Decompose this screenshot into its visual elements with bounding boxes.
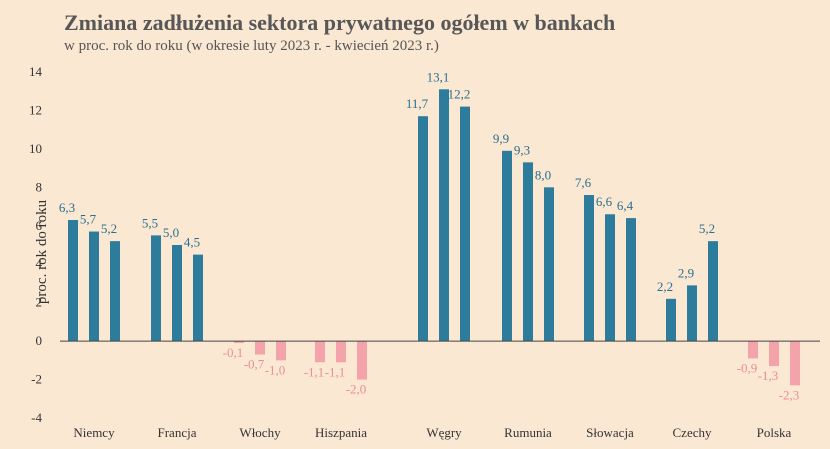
category-label: Czechy	[673, 425, 712, 440]
bar	[626, 218, 636, 342]
y-tick-label: 2	[36, 295, 43, 310]
value-label: 6,6	[596, 194, 613, 209]
category-label: Włochy	[239, 425, 281, 440]
bar	[666, 298, 676, 342]
value-label: 5,5	[142, 215, 158, 230]
value-label: -0,9	[737, 360, 758, 375]
category-label: Niemcy	[73, 425, 115, 440]
value-label: 4,5	[184, 235, 200, 250]
value-label: -2,3	[779, 387, 800, 402]
value-label: 2,9	[678, 265, 694, 280]
category-label: Węgry	[426, 425, 462, 440]
value-label: -1,0	[265, 362, 286, 377]
bars	[68, 89, 800, 386]
value-label: 6,4	[617, 198, 634, 213]
bar	[193, 254, 203, 342]
category-label: Hiszpania	[315, 425, 367, 440]
bar	[708, 241, 718, 342]
value-label: 6,3	[59, 200, 75, 215]
y-tick-label: -2	[31, 372, 42, 387]
bar	[255, 341, 265, 355]
bar	[790, 341, 800, 386]
value-label: 9,9	[493, 131, 509, 146]
value-label: 5,0	[163, 225, 179, 240]
category-label: Polska	[757, 425, 792, 440]
value-label: 7,6	[575, 175, 592, 190]
bar	[439, 89, 449, 342]
bar	[234, 341, 244, 344]
value-label: -0,7	[244, 357, 265, 372]
value-label: -0,1	[223, 345, 244, 360]
bar	[276, 341, 286, 361]
value-label: 2,2	[657, 279, 673, 294]
bar	[460, 106, 470, 342]
bar	[172, 245, 182, 342]
category-labels: Niemcy Francja Włochy Hiszpania Węgry Rumunia…	[73, 425, 791, 440]
bar	[110, 241, 120, 342]
y-tick-label: 12	[29, 102, 42, 117]
chart-subtitle: w proc. rok do roku (w okresie luty 2023…	[64, 38, 439, 54]
y-tick-label: 4	[36, 256, 43, 271]
value-label: 11,7	[406, 96, 429, 111]
value-label: 8,0	[535, 167, 551, 182]
value-label: 5,7	[80, 212, 97, 227]
bar	[418, 116, 428, 342]
bar	[769, 341, 779, 367]
bar	[68, 220, 78, 342]
y-tick-label: 10	[29, 141, 42, 156]
bar	[584, 195, 594, 342]
y-tick-label: -4	[31, 410, 42, 425]
y-axis-label: proc. rok do roku	[34, 199, 50, 304]
bar	[336, 341, 346, 363]
value-label: -2,0	[346, 382, 367, 397]
bar	[357, 341, 367, 380]
chart-title: Zmiana zadłużenia sektora prywatnego ogó…	[64, 10, 616, 35]
bar	[151, 235, 161, 342]
value-label: 5,2	[699, 221, 715, 236]
value-label: 5,2	[101, 221, 117, 236]
value-label: -1,1	[325, 364, 346, 379]
bar	[523, 162, 533, 342]
category-label: Słowacja	[586, 425, 634, 440]
value-label: 13,1	[427, 69, 450, 84]
value-label: 12,2	[448, 87, 471, 102]
bar	[748, 341, 758, 359]
value-label: -1,1	[304, 364, 325, 379]
value-label: -1,3	[758, 368, 779, 383]
category-label: Francja	[158, 425, 197, 440]
bar	[315, 341, 325, 363]
category-label: Rumunia	[504, 425, 552, 440]
bar	[89, 231, 99, 342]
y-tick-label: 6	[36, 218, 43, 233]
bar	[544, 187, 554, 342]
y-tick-label: 8	[36, 179, 43, 194]
value-labels: 6,35,75,2 5,55,04,5-0,1-0,7 -1,0 -1,1 -1,1-2…	[59, 69, 799, 402]
bar	[502, 150, 512, 342]
bar	[605, 214, 615, 342]
y-tick-label: 0	[36, 333, 43, 348]
y-axis-ticks: 14 12 10 8 6 4 2 0 -2 -4	[29, 64, 43, 425]
y-tick-label: 14	[29, 64, 43, 79]
value-label: 9,3	[514, 142, 530, 157]
bar	[687, 285, 697, 342]
